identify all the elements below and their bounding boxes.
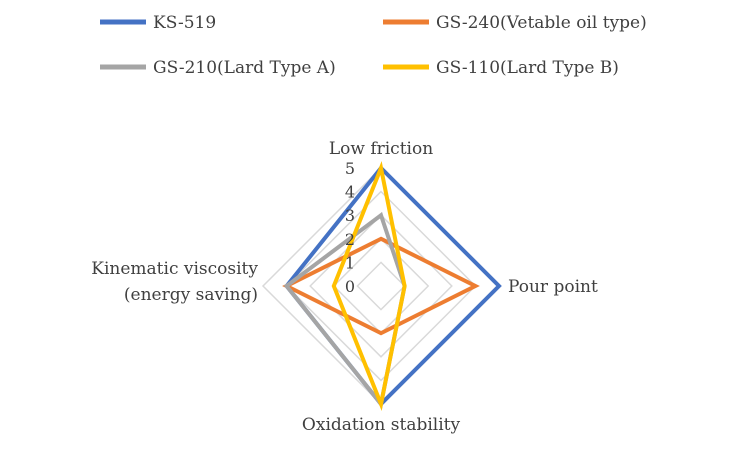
series-line-4 <box>331 161 407 411</box>
radar-grid <box>261 166 501 406</box>
grid-ring-5 <box>261 166 501 406</box>
series-line-2 <box>282 236 480 336</box>
legend-item-2: GS-240(Vetable oil type) <box>383 13 647 33</box>
legend-item-4: GS-110(Lard Type B) <box>383 58 619 78</box>
axis-label-1: Low friction <box>329 139 433 159</box>
grid-ring-4 <box>285 190 477 382</box>
grid-ring-3 <box>309 214 453 358</box>
tick-label-2: 2 <box>345 230 355 249</box>
series-lines <box>282 161 502 411</box>
legend: KS-519 GS-240(Vetable oil type) GS-210(Lar… <box>100 13 647 78</box>
tick-label-0: 0 <box>345 277 355 296</box>
axis-label-2: Pour point <box>508 277 598 297</box>
axis-label-4-line-1: Kinematic viscosity <box>91 259 258 279</box>
legend-label: GS-210(Lard Type A) <box>153 58 336 78</box>
axis-label-3: Oxidation stability <box>302 415 461 435</box>
legend-label: KS-519 <box>153 13 216 33</box>
tick-label-4: 4 <box>345 183 355 202</box>
axis-label-4-line-2: (energy saving) <box>124 285 258 305</box>
grid-ring-1 <box>356 261 406 311</box>
tick-label-5: 5 <box>345 159 355 178</box>
legend-label: GS-240(Vetable oil type) <box>436 13 647 33</box>
legend-item-1: KS-519 <box>100 13 216 33</box>
tick-label-3: 3 <box>345 206 355 225</box>
tick-label-1: 1 <box>345 253 355 272</box>
legend-item-3: GS-210(Lard Type A) <box>100 58 336 78</box>
radial-tick-labels: 0 1 2 3 4 5 <box>345 159 355 296</box>
legend-label: GS-110(Lard Type B) <box>436 58 619 78</box>
axis-labels: Low friction Pour point Oxidation stabilit… <box>91 139 598 435</box>
